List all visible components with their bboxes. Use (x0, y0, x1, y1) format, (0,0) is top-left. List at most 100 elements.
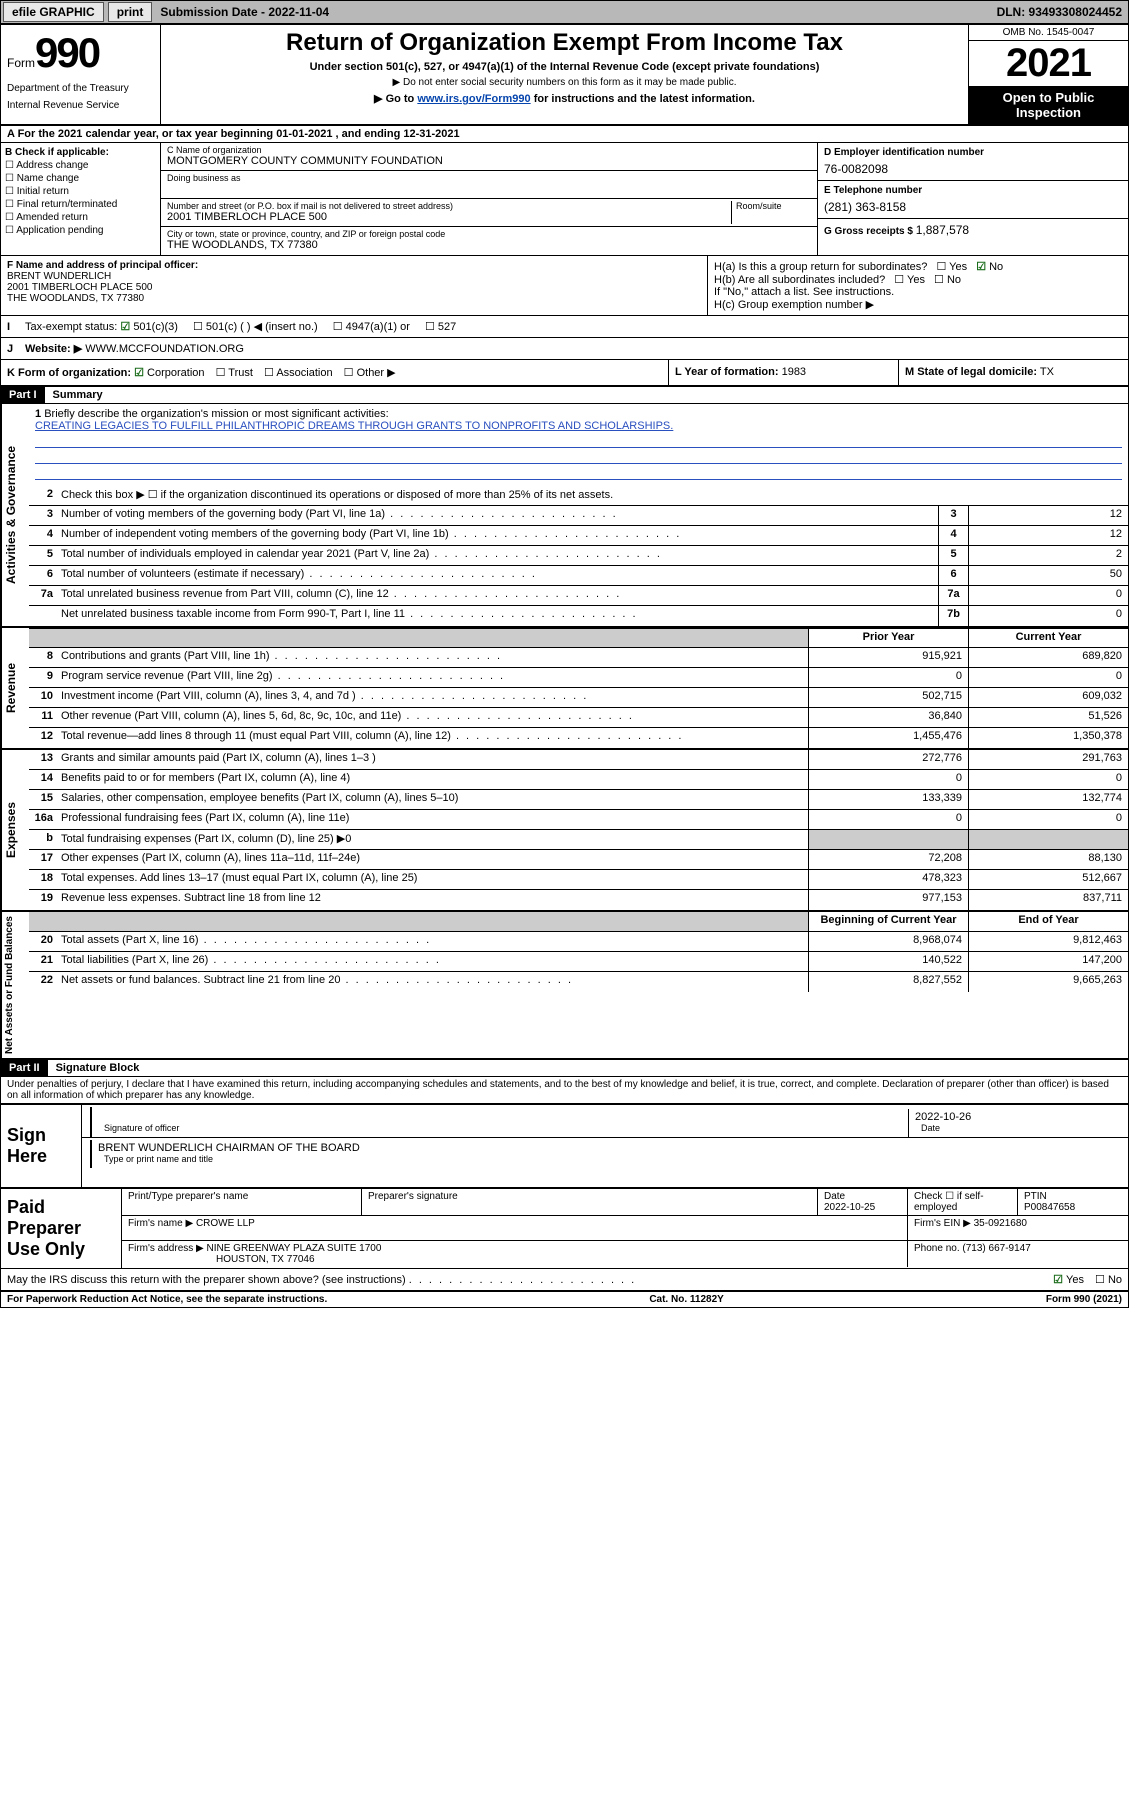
row-a-period: A For the 2021 calendar year, or tax yea… (1, 126, 1128, 143)
k-assoc[interactable]: Association (264, 367, 333, 379)
i-501c[interactable]: 501(c) ( ) ◀ (insert no.) (193, 321, 318, 333)
form-990: Form 990 Department of the Treasury Inte… (0, 24, 1129, 1308)
dept-treasury: Department of the Treasury (7, 83, 154, 94)
vtab-net: Net Assets or Fund Balances (1, 912, 29, 1058)
discuss-no[interactable]: No (1095, 1274, 1122, 1286)
city: THE WOODLANDS, TX 77380 (167, 239, 811, 251)
phone-label: E Telephone number (824, 185, 1122, 196)
summary-line: 8Contributions and grants (Part VIII, li… (29, 648, 1128, 668)
chk-address-change[interactable]: Address change (5, 160, 156, 171)
firm-ein-label: Firm's EIN ▶ (914, 1218, 971, 1229)
ha-yes[interactable]: Yes (936, 260, 967, 273)
summary-line: 14Benefits paid to or for members (Part … (29, 770, 1128, 790)
officer-addr1: 2001 TIMBERLOCH PLACE 500 (7, 282, 701, 293)
sig-date: 2022-10-26 (915, 1111, 1122, 1123)
col-prior: Prior Year (808, 629, 968, 647)
i-label: Tax-exempt status: (25, 321, 117, 333)
chk-name-change[interactable]: Name change (5, 173, 156, 184)
part1-title: Summary (45, 387, 1128, 403)
prep-selfemp: Check ☐ if self-employed (914, 1191, 1011, 1213)
k-other[interactable]: Other ▶ (344, 367, 396, 379)
j-label: Website: ▶ (25, 343, 82, 355)
name-title-label: Type or print name and title (98, 1154, 1122, 1166)
ptin: P00847658 (1024, 1202, 1122, 1213)
website: WWW.MCCFOUNDATION.ORG (85, 343, 244, 355)
m-label: M State of legal domicile: (905, 366, 1037, 378)
ha-no[interactable]: No (976, 260, 1003, 273)
prep-date: 2022-10-25 (824, 1202, 901, 1213)
col-c-org: C Name of organization MONTGOMERY COUNTY… (161, 143, 818, 255)
k-label: K Form of organization: (7, 367, 131, 379)
officer-name-title: BRENT WUNDERLICH CHAIRMAN OF THE BOARD (98, 1142, 1122, 1154)
chk-amended[interactable]: Amended return (5, 212, 156, 223)
hb-yes[interactable]: Yes (894, 273, 925, 286)
m-val: TX (1040, 366, 1054, 378)
hb-label: H(b) Are all subordinates included? (714, 274, 885, 286)
vtab-exp: Expenses (1, 750, 29, 910)
dln: DLN: 93493308024452 (997, 5, 1128, 19)
chk-app-pending[interactable]: Application pending (5, 225, 156, 236)
discuss-yes[interactable]: Yes (1053, 1274, 1084, 1286)
i-501c3[interactable]: 501(c)(3) (120, 321, 178, 333)
chk-final-return[interactable]: Final return/terminated (5, 199, 156, 210)
prep-date-label: Date (824, 1191, 901, 1202)
footer: For Paperwork Reduction Act Notice, see … (1, 1292, 1128, 1307)
hb-no[interactable]: No (934, 273, 961, 286)
f-h-block: F Name and address of principal officer:… (1, 256, 1128, 316)
dba-label: Doing business as (167, 173, 811, 183)
col-begin: Beginning of Current Year (808, 912, 968, 931)
summary-line: 10Investment income (Part VIII, column (… (29, 688, 1128, 708)
summary-line: 13Grants and similar amounts paid (Part … (29, 750, 1128, 770)
summary-line: 6Total number of volunteers (estimate if… (29, 566, 1128, 586)
efile-button[interactable]: efile GRAPHIC (3, 2, 104, 22)
l-label: L Year of formation: (675, 366, 779, 378)
summary-line: 22Net assets or fund balances. Subtract … (29, 972, 1128, 992)
phone: (281) 363-8158 (824, 196, 1122, 214)
hc-label: H(c) Group exemption number ▶ (714, 298, 1122, 311)
summary-line: 4Number of independent voting members of… (29, 526, 1128, 546)
submission-date: Submission Date - 2022-11-04 (154, 5, 335, 19)
goto-post: for instructions and the latest informat… (534, 93, 755, 105)
discuss-q: May the IRS discuss this return with the… (7, 1274, 406, 1286)
chk-initial-return[interactable]: Initial return (5, 186, 156, 197)
part1-label: Part I (1, 387, 45, 403)
form-header: Form 990 Department of the Treasury Inte… (1, 25, 1128, 126)
open-public: Open to Public Inspection (969, 86, 1128, 124)
part2-label: Part II (1, 1060, 48, 1076)
i-4947[interactable]: 4947(a)(1) or (333, 321, 410, 333)
l2-text: Check this box ▶ ☐ if the organization d… (57, 486, 1128, 505)
org-name: MONTGOMERY COUNTY COMMUNITY FOUNDATION (167, 155, 811, 167)
section-expenses: Expenses 13Grants and similar amounts pa… (1, 750, 1128, 912)
street-label: Number and street (or P.O. box if mail i… (167, 201, 731, 211)
row-i: I Tax-exempt status: 501(c)(3) 501(c) ( … (1, 316, 1128, 338)
print-button[interactable]: print (108, 2, 153, 22)
part2-title: Signature Block (48, 1060, 1128, 1076)
summary-line: 3Number of voting members of the governi… (29, 506, 1128, 526)
mission-text: CREATING LEGACIES TO FULFILL PHILANTHROP… (35, 420, 673, 432)
row-j: J Website: ▶ WWW.MCCFOUNDATION.ORG (1, 338, 1128, 360)
summary-line: 15Salaries, other compensation, employee… (29, 790, 1128, 810)
sign-here-label: Sign Here (1, 1105, 81, 1187)
l-val: 1983 (782, 366, 806, 378)
subtitle-2: ▶ Do not enter social security numbers o… (171, 77, 958, 88)
section-activities: Activities & Governance 1 Briefly descri… (1, 404, 1128, 628)
vtab-ag: Activities & Governance (1, 404, 29, 626)
summary-line: 20Total assets (Part X, line 16)8,968,07… (29, 932, 1128, 952)
k-trust[interactable]: Trust (216, 367, 253, 379)
gross-receipts: 1,887,578 (916, 219, 969, 237)
topbar: efile GRAPHIC print Submission Date - 20… (0, 0, 1129, 24)
form-number: 990 (35, 29, 99, 77)
firm-ein: 35-0921680 (974, 1218, 1027, 1229)
omb-number: OMB No. 1545-0047 (969, 25, 1128, 41)
row-klm: K Form of organization: Corporation Trus… (1, 360, 1128, 387)
irs-link[interactable]: www.irs.gov/Form990 (417, 93, 530, 105)
street: 2001 TIMBERLOCH PLACE 500 (167, 211, 731, 223)
firm-name: CROWE LLP (196, 1218, 255, 1229)
summary-line: 11Other revenue (Part VIII, column (A), … (29, 708, 1128, 728)
col-b-checkboxes: B Check if applicable: Address change Na… (1, 143, 161, 255)
summary-line: 19Revenue less expenses. Subtract line 1… (29, 890, 1128, 910)
i-527[interactable]: 527 (425, 321, 456, 333)
part1-header: Part I Summary (1, 387, 1128, 404)
firm-phone-label: Phone no. (914, 1243, 960, 1254)
k-corp[interactable]: Corporation (134, 367, 204, 379)
